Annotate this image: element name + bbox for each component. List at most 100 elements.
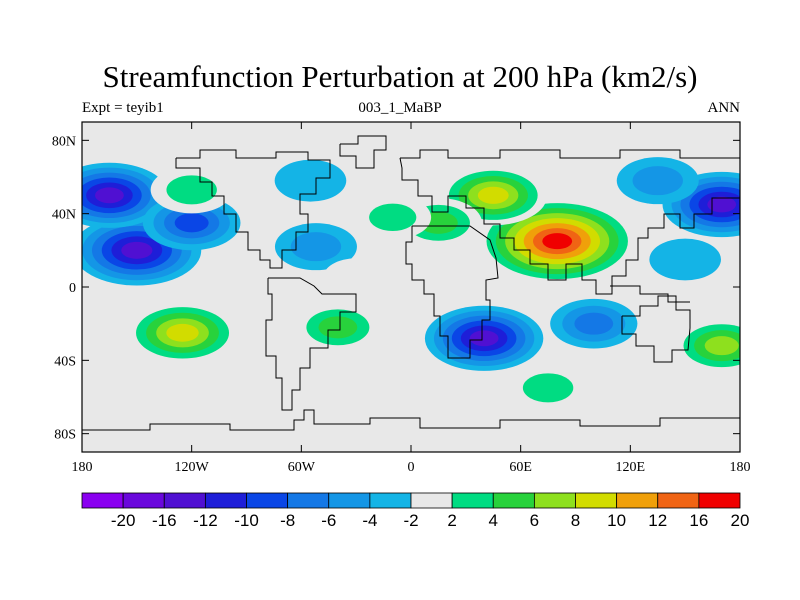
contour-fill [274, 159, 347, 202]
colorbar-swatch [287, 492, 330, 509]
anomaly-2 [142, 195, 241, 251]
x-tick-label: 60E [509, 460, 532, 475]
x-tick-label: 180 [72, 460, 93, 475]
colorbar-label: -4 [362, 511, 377, 530]
anomaly-9 [477, 198, 638, 285]
colorbar-swatch [698, 492, 741, 509]
contour-fill [574, 312, 614, 335]
anomaly-19 [672, 318, 740, 374]
anomaly-8 [274, 159, 347, 202]
x-tick-label: 0 [408, 460, 415, 475]
coastlines [82, 135, 740, 431]
contour-fill [290, 232, 342, 262]
colorbar-swatch [204, 492, 247, 509]
contour-fill [632, 166, 683, 196]
contour-fill [542, 233, 573, 250]
x-tick-label: 180 [730, 460, 751, 475]
colorbar: -20 -16 -12 -10 -8 -6 -4 -2 2 4 6 8 10 12 16 20 [81, 492, 750, 530]
coastline-north-america [175, 149, 331, 269]
contour-fill [707, 196, 737, 213]
colorbar-swatch [575, 492, 618, 509]
anomaly-12 [354, 195, 432, 240]
contour-fill [469, 330, 499, 347]
colorbar-label: -16 [152, 511, 177, 530]
colorbar-swatch [81, 492, 124, 509]
colorbar-swatch [246, 492, 289, 509]
colorbar-label: 16 [689, 511, 708, 530]
colorbar-swatch [328, 492, 371, 509]
y-tick-label: 0 [69, 281, 76, 296]
case-label: 003_1_MaBP [358, 100, 442, 116]
x-tick-label: 120W [175, 460, 210, 475]
y-tick-label: 40S [54, 354, 76, 369]
x-tick-label: 60W [288, 460, 316, 475]
colorbar-swatch [451, 492, 494, 509]
coastline-eurasia [399, 149, 740, 295]
anomaly-7 [274, 223, 357, 271]
coastline-australia [621, 295, 691, 363]
contour-fill [166, 323, 199, 342]
x-tick-label: 120E [616, 460, 646, 475]
contour-fill [121, 241, 153, 259]
coastline-south-america [265, 277, 357, 411]
coastline-greenland [339, 135, 387, 169]
anomaly-5 [294, 302, 382, 353]
y-tick-label: 80N [52, 134, 76, 149]
anomaly-6 [150, 166, 233, 214]
contour-fill [292, 366, 365, 409]
colorbar-label: 6 [530, 511, 539, 530]
y-tick-label: 40N [52, 208, 76, 223]
anomaly-21 [322, 258, 390, 298]
coastline-indonesia [610, 285, 690, 303]
colorbar-swatch [410, 492, 453, 509]
contour-fill [318, 316, 358, 339]
coastline-africa [405, 225, 499, 359]
colorbar-label: -10 [234, 511, 259, 530]
contour-fill [369, 203, 417, 232]
contour-fill [477, 186, 509, 204]
contour-field [82, 157, 740, 412]
colorbar-label: 12 [648, 511, 667, 530]
colorbar-label: 8 [571, 511, 580, 530]
contour-fill [522, 373, 574, 403]
colorbar-label: 4 [489, 511, 498, 530]
anomaly-4 [238, 302, 310, 345]
colorbar-label: 20 [731, 511, 750, 530]
anomaly-20 [649, 238, 721, 281]
anomaly-13 [424, 305, 544, 371]
anomaly-18 [616, 157, 699, 205]
contour-fill [704, 336, 739, 356]
colorbar-label: -20 [111, 511, 136, 530]
colorbar-label: -2 [403, 511, 418, 530]
chart-title: Streamfunction Perturbation at 200 hPa (… [102, 59, 698, 94]
colorbar-label: 2 [447, 511, 456, 530]
colorbar-swatch [657, 492, 700, 509]
colorbar-swatch [492, 492, 535, 509]
colorbar-swatch [616, 492, 659, 509]
experiment-label: Expt = teyib1 [82, 100, 164, 116]
season-label: ANN [707, 100, 741, 116]
anomaly-16 [507, 364, 590, 412]
anomaly-15 [292, 366, 365, 409]
colorbar-label: -12 [193, 511, 218, 530]
contour-fill [166, 175, 217, 205]
colorbar-swatch [163, 492, 206, 509]
y-tick-label: 80S [54, 428, 76, 443]
coastline-antarctica [82, 409, 740, 431]
contour-fill [174, 213, 209, 233]
contour-fill [95, 187, 124, 204]
contour-fill [238, 302, 310, 345]
colorbar-swatch [122, 492, 165, 509]
contour-fill [322, 258, 390, 298]
colorbar-swatch [533, 492, 576, 509]
colorbar-swatch [369, 492, 412, 509]
colorbar-label: 10 [607, 511, 626, 530]
anomaly-3 [125, 301, 240, 365]
contour-fill [649, 238, 721, 281]
anomaly-14 [550, 298, 638, 349]
anomaly-17 [662, 171, 740, 238]
colorbar-label: -6 [321, 511, 336, 530]
map-axes: 180 120W 60W 0 60E 120E 180 80N 40N 0 40S 80S [52, 122, 751, 475]
anomaly-1 [82, 162, 169, 228]
